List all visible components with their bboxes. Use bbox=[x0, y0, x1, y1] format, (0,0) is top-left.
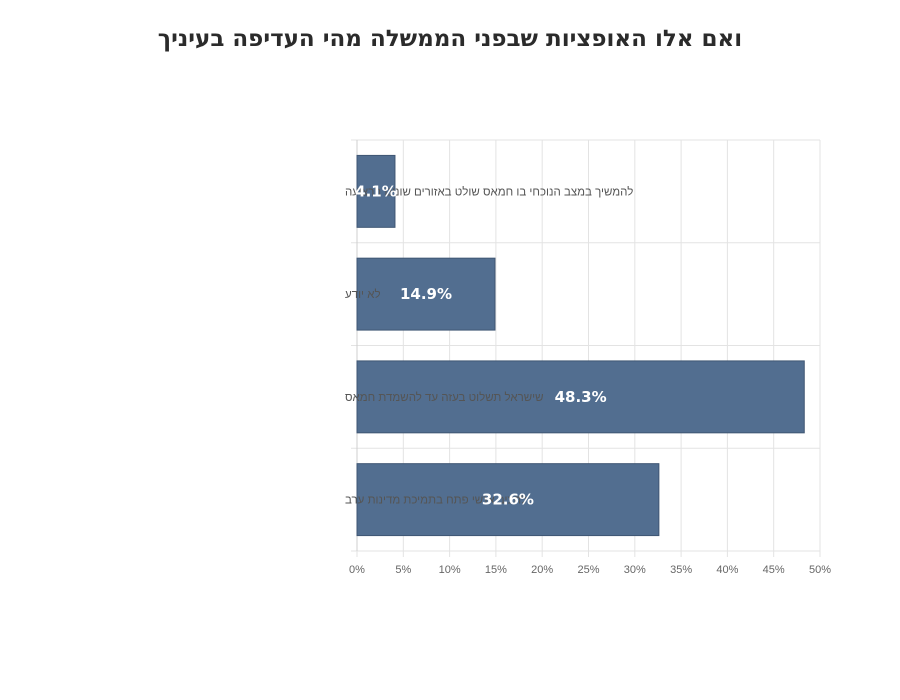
category-label: שישראל תשלוט בעזה עד להשמדת חמאס bbox=[345, 391, 544, 404]
bar bbox=[356, 463, 660, 537]
data-label: 14.9% bbox=[400, 285, 452, 303]
x-tick-label: 50% bbox=[809, 564, 831, 576]
category-label: להמשיך במצב הנוכחי בו חמאס שולט באזורים … bbox=[345, 185, 633, 198]
x-tick-label: 30% bbox=[624, 564, 646, 576]
x-tick-label: 45% bbox=[763, 564, 785, 576]
chart-title: ואם אלו האופציות שבפני הממשלה מהי העדיפה… bbox=[157, 26, 743, 52]
x-tick-label: 10% bbox=[439, 564, 461, 576]
x-tick-label: 35% bbox=[670, 564, 692, 576]
data-label: 48.3% bbox=[555, 388, 607, 406]
bar bbox=[356, 360, 805, 434]
x-tick-label: 40% bbox=[716, 564, 738, 576]
x-tick-label: 20% bbox=[531, 564, 553, 576]
data-label: 32.6% bbox=[482, 491, 534, 509]
category-label: לא יודע bbox=[345, 288, 381, 301]
x-tick-label: 5% bbox=[395, 564, 411, 576]
x-tick-label: 0% bbox=[349, 564, 365, 576]
bar bbox=[356, 257, 496, 331]
bar bbox=[356, 154, 396, 228]
data-label: 4.1% bbox=[355, 182, 397, 200]
category-label: להציב אנשי פתח בתמיכת מדינות ערב bbox=[345, 494, 527, 507]
x-tick-label: 25% bbox=[577, 564, 599, 576]
x-tick-label: 15% bbox=[485, 564, 507, 576]
